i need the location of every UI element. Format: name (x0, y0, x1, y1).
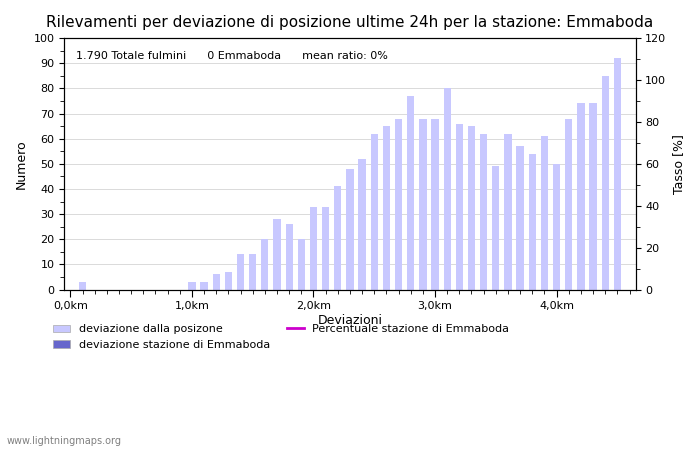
Text: www.lightningmaps.org: www.lightningmaps.org (7, 436, 122, 446)
Bar (383, 126, 390, 289)
Bar (334, 186, 342, 289)
Bar (431, 118, 439, 289)
Bar (419, 118, 426, 289)
Bar (346, 169, 354, 289)
Legend: deviazione dalla posizone, deviazione stazione di Emmaboda, Percentuale stazione: deviazione dalla posizone, deviazione st… (49, 320, 514, 355)
Bar (322, 207, 329, 289)
Bar (541, 136, 548, 289)
Bar (237, 254, 244, 289)
X-axis label: Deviazioni: Deviazioni (317, 314, 382, 327)
Bar (578, 104, 584, 289)
Bar (261, 239, 269, 289)
Bar (528, 154, 536, 289)
Bar (274, 219, 281, 289)
Bar (225, 272, 232, 289)
Bar (456, 124, 463, 289)
Bar (492, 166, 500, 289)
Y-axis label: Tasso [%]: Tasso [%] (672, 134, 685, 194)
Bar (601, 76, 609, 289)
Bar (200, 282, 208, 289)
Bar (468, 126, 475, 289)
Bar (553, 164, 560, 289)
Text: 1.790 Totale fulmini      0 Emmaboda      mean ratio: 0%: 1.790 Totale fulmini 0 Emmaboda mean rat… (76, 51, 388, 61)
Bar (188, 282, 195, 289)
Bar (504, 134, 512, 289)
Bar (517, 146, 524, 289)
Bar (480, 134, 487, 289)
Bar (79, 282, 86, 289)
Bar (614, 58, 621, 289)
Bar (298, 239, 305, 289)
Bar (395, 118, 402, 289)
Bar (370, 134, 378, 289)
Y-axis label: Numero: Numero (15, 139, 28, 189)
Bar (358, 159, 365, 289)
Bar (407, 96, 414, 289)
Bar (589, 104, 596, 289)
Bar (310, 207, 317, 289)
Bar (444, 88, 451, 289)
Bar (286, 224, 293, 289)
Bar (565, 118, 573, 289)
Bar (249, 254, 256, 289)
Bar (213, 274, 220, 289)
Title: Rilevamenti per deviazione di posizione ultime 24h per la stazione: Emmaboda: Rilevamenti per deviazione di posizione … (46, 15, 654, 30)
